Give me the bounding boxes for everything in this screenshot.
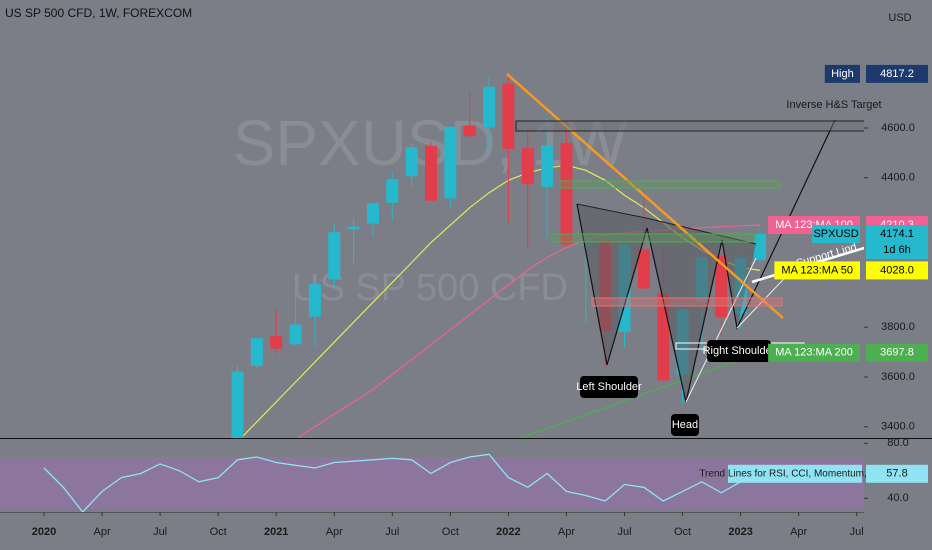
x-tick-label: Apr [558,526,575,538]
price-tag: SPXUSD 4174.1 1d 6h [812,225,928,260]
candle-body [502,83,515,149]
price-tag: High 4817.2 [824,64,928,83]
candle-body [715,255,728,318]
tag-name: SPXUSD [813,228,858,240]
x-tick-label: 2022 [496,526,520,538]
trend-line [685,257,757,403]
rsi-value: 57.8 [886,468,907,480]
rsi-band [0,457,864,510]
price-tag: MA 123:MA 200 3697.8 [768,343,928,362]
y-tick-label: 4600.0 [881,122,915,134]
tag-value-box [866,64,928,83]
annotation: Left Shoulder [576,381,642,393]
currency: USD [888,12,911,24]
candle-body [560,142,573,245]
label-box [580,376,638,398]
tag-value-box [866,343,928,362]
annotation: Right Shoulder [703,345,776,357]
y-tick-label: 3800.0 [881,321,915,333]
tag-name: MA 123:MA 200 [775,347,853,359]
y-tick-label: 3600.0 [881,371,915,383]
neckline [645,217,757,245]
tag-value-box [866,225,928,260]
candle-body [328,232,341,280]
zone [559,180,781,189]
x-tick-label: Jul [153,526,167,538]
zone [515,120,864,132]
candle-body [541,145,554,188]
tag-box [728,464,862,483]
tag-value: 3697.8 [880,347,914,359]
candle-body [444,126,457,199]
neckline [576,203,647,219]
x-tick-label: Oct [442,526,459,538]
rsi-tick-label: 40.0 [887,492,908,504]
tag-value-box [866,464,928,483]
candle-body [250,338,263,366]
x-tick-label: Jul [385,526,399,538]
drawings [506,73,864,403]
candle-body [753,234,766,260]
candle-body [483,86,496,128]
candle-body [289,324,302,345]
tag-box [774,261,860,280]
x-tick-label: Oct [210,526,227,538]
resistance-line [506,73,784,319]
candle-body [231,371,244,438]
label-box [707,340,771,362]
rsi-tick-label: 80.0 [887,437,908,449]
chart-title: US SP 500 CFD, 1W, FOREXCOM [5,6,192,20]
zone [551,233,757,243]
candle-body [521,148,534,185]
candle-body [366,203,379,224]
tag-sub: 1d 6h [883,244,911,256]
candle-body [347,226,360,230]
candle-body [308,284,321,317]
tag-value-box [866,261,928,280]
rsi-name: Trend Lines for RSI, CCI, Momentum, OBV [699,468,891,479]
rsi-line [43,453,761,512]
candle-body [405,147,418,177]
x-tick-label: Oct [674,526,691,538]
candle-body [386,179,399,203]
candle-body [425,145,437,201]
price-tag: MA 123:MA 50 4028.0 [774,261,928,280]
tag-box [812,225,860,244]
tag-box [768,343,860,362]
label-box [671,414,699,436]
tag-name: MA 123:MA 50 [781,264,853,276]
candle-body [270,336,283,349]
annotation: Inverse H&S Target [786,99,881,111]
x-tick-label: 2021 [264,526,288,538]
x-tick-label: Apr [790,526,807,538]
x-tick-label: 2020 [32,526,56,538]
ma-line [518,352,761,438]
candle-body [637,249,650,289]
y-tick-label: 4400.0 [881,172,915,184]
tag-value: 4817.2 [880,68,914,80]
x-tick-label: 2023 [728,526,752,538]
x-tick-label: Apr [326,526,343,538]
rsi-pane [0,453,864,512]
y-tick-label: 3400.0 [881,421,915,433]
tag-box [824,64,860,83]
tag-name: High [831,68,854,80]
tag-value: 4174.1 [880,228,914,240]
zone [591,297,783,307]
candle-body [463,125,476,137]
x-tick-label: Apr [93,526,110,538]
annotation: Head [672,419,698,431]
tag-value: 4028.0 [880,264,914,276]
x-tick-label: Jul [850,526,864,538]
x-tick-label: Jul [617,526,631,538]
